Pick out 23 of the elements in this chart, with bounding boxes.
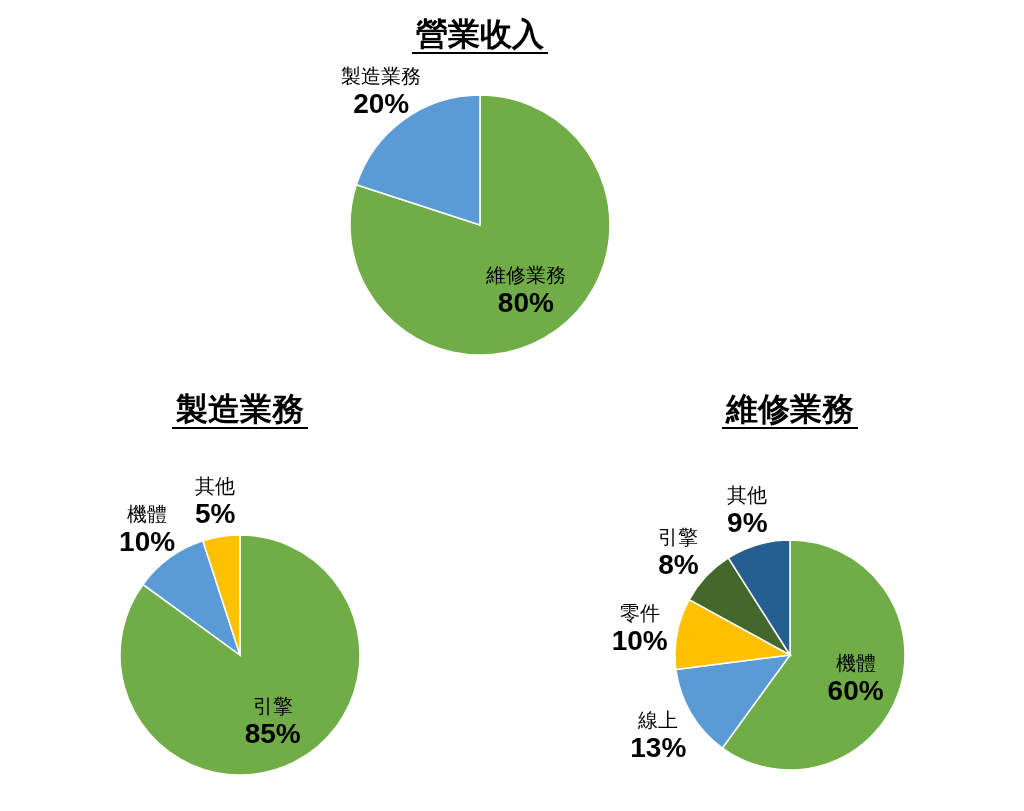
data-label: 80% xyxy=(497,287,554,319)
slice-label: 零件 xyxy=(619,602,660,625)
slice-label: 機體 xyxy=(127,503,168,526)
slice-label: 機體 xyxy=(835,652,876,675)
data-label: 13% xyxy=(630,731,687,763)
data-label: 10% xyxy=(611,625,668,657)
chart-title: 維修業務 xyxy=(725,391,854,427)
chart-title: 製造業務 xyxy=(175,391,304,427)
slice-label: 線上 xyxy=(637,708,679,731)
data-label: 8% xyxy=(658,549,699,581)
chart-title: 營業收入 xyxy=(416,16,545,52)
data-label: 5% xyxy=(195,497,236,529)
slice-label: 其他 xyxy=(727,484,768,507)
data-label: 20% xyxy=(353,88,410,120)
data-label: 9% xyxy=(727,507,768,539)
slice-label: 維修業務 xyxy=(484,264,566,287)
slice-label: 引擎 xyxy=(658,526,699,549)
data-label: 85% xyxy=(244,718,301,750)
data-label: 60% xyxy=(827,675,884,707)
slice-label: 其他 xyxy=(195,474,236,497)
slice-label: 引擎 xyxy=(252,695,293,718)
slice-label: 製造業務 xyxy=(341,65,422,88)
data-label: 10% xyxy=(119,526,176,558)
